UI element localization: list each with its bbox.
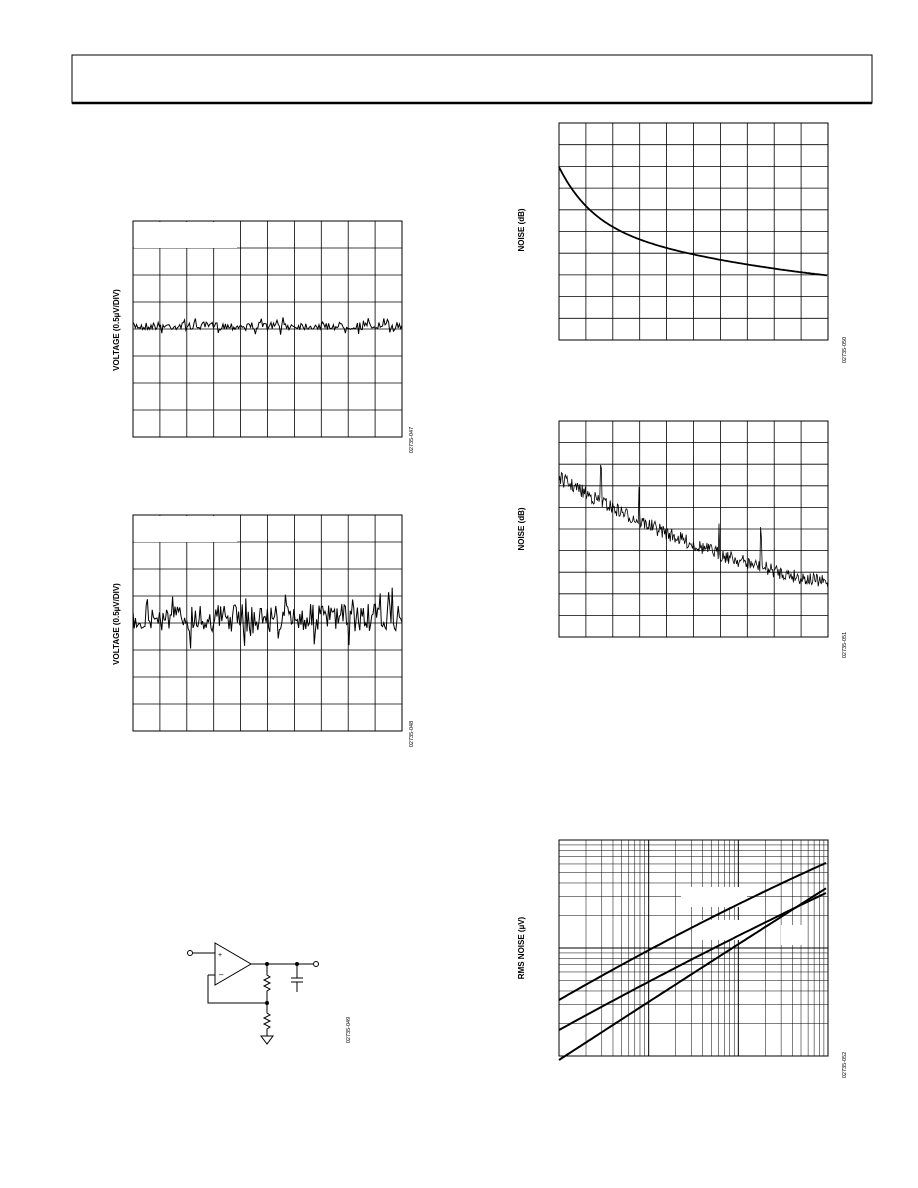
figure-id: 02735-048 bbox=[409, 721, 415, 747]
schematic: + – bbox=[187, 942, 319, 1045]
trace bbox=[558, 464, 829, 588]
trace bbox=[558, 861, 827, 1001]
y-label: VOLTAGE (0.5µV/DIV) bbox=[112, 289, 121, 371]
trace bbox=[132, 587, 403, 649]
y-label: RMS NOISE (µV) bbox=[517, 916, 526, 979]
trace bbox=[558, 887, 827, 1061]
legend-area bbox=[134, 516, 237, 542]
figure-id: 02735-050 bbox=[842, 337, 848, 363]
legend-area bbox=[699, 920, 765, 940]
figure-id: 02735-051 bbox=[842, 632, 848, 658]
trace bbox=[132, 317, 403, 335]
figure-id: 02735-049 bbox=[346, 1017, 352, 1043]
svg-text:–: – bbox=[219, 970, 224, 979]
y-label: NOISE (dB) bbox=[517, 208, 526, 251]
terminal bbox=[187, 950, 193, 956]
header-box bbox=[71, 54, 873, 104]
figure-id: 02735-052 bbox=[842, 1052, 848, 1078]
trace bbox=[558, 892, 827, 1031]
y-label: VOLTAGE (0.5µV/DIV) bbox=[112, 583, 121, 665]
legend-area bbox=[781, 925, 806, 945]
svg-text:+: + bbox=[218, 952, 222, 959]
legend-area bbox=[681, 887, 747, 907]
figure-id: 02735-047 bbox=[409, 427, 415, 453]
y-label: NOISE (dB) bbox=[517, 507, 526, 550]
legend-area bbox=[134, 222, 237, 248]
trace bbox=[558, 166, 828, 277]
